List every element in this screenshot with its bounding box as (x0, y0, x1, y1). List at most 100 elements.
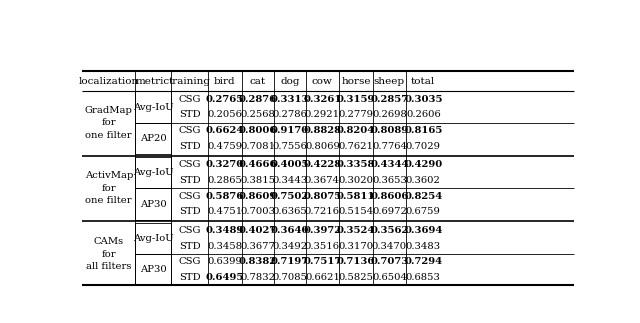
Text: horse: horse (341, 77, 371, 86)
Text: 0.4027: 0.4027 (239, 226, 277, 235)
Text: localization: localization (79, 77, 139, 86)
Text: 0.8006: 0.8006 (239, 126, 277, 135)
Text: 0.3562: 0.3562 (370, 226, 408, 235)
Text: 0.7517: 0.7517 (303, 257, 342, 266)
Text: 0.7081: 0.7081 (241, 142, 276, 151)
Bar (135, 91, 172, 123)
Text: training: training (168, 77, 211, 86)
Text: 0.2876: 0.2876 (239, 95, 277, 104)
Text: 0.3674: 0.3674 (305, 176, 340, 185)
Text: 0.4344: 0.4344 (370, 161, 408, 170)
Text: bird: bird (214, 77, 236, 86)
Text: 0.3489: 0.3489 (205, 226, 244, 235)
Text: 0.3270: 0.3270 (205, 161, 244, 170)
Text: STD: STD (179, 110, 200, 120)
Text: Avg-IoU: Avg-IoU (133, 103, 173, 112)
Text: 0.3677: 0.3677 (241, 242, 275, 251)
Text: 0.3483: 0.3483 (406, 242, 441, 251)
Text: 0.2779: 0.2779 (339, 110, 374, 120)
Text: 0.3458: 0.3458 (207, 242, 243, 251)
Text: 0.2698: 0.2698 (372, 110, 407, 120)
Text: 0.7003: 0.7003 (241, 207, 276, 216)
Text: STD: STD (179, 273, 200, 282)
Text: STD: STD (179, 242, 200, 251)
Text: 0.2786: 0.2786 (273, 110, 307, 120)
Bar (135, 157, 172, 189)
Text: 0.6853: 0.6853 (406, 273, 441, 282)
Text: 0.8254: 0.8254 (404, 192, 442, 201)
Text: 0.2765: 0.2765 (205, 95, 244, 104)
Text: 0.3470: 0.3470 (372, 242, 407, 251)
Text: CSG: CSG (179, 226, 201, 235)
Text: 0.7085: 0.7085 (273, 273, 307, 282)
Text: 0.4666: 0.4666 (239, 161, 277, 170)
Text: CSG: CSG (179, 192, 201, 201)
Text: ActivMap
for
one filter: ActivMap for one filter (84, 172, 133, 205)
Text: 0.4005: 0.4005 (271, 161, 309, 170)
Text: STD: STD (179, 207, 200, 216)
Text: 0.8606: 0.8606 (370, 192, 408, 201)
Text: 0.7502: 0.7502 (271, 192, 309, 201)
Text: 0.7073: 0.7073 (371, 257, 408, 266)
Text: 0.3602: 0.3602 (406, 176, 441, 185)
Text: cow: cow (312, 77, 333, 86)
Text: 0.2568: 0.2568 (241, 110, 275, 120)
Text: 0.3694: 0.3694 (404, 226, 442, 235)
Text: 0.7556: 0.7556 (273, 142, 307, 151)
Text: 0.7621: 0.7621 (339, 142, 374, 151)
Text: CSG: CSG (179, 126, 201, 135)
Text: 0.4228: 0.4228 (303, 161, 341, 170)
Text: 0.5154: 0.5154 (339, 207, 374, 216)
Text: 0.3653: 0.3653 (372, 176, 407, 185)
Text: AP20: AP20 (140, 134, 166, 143)
Bar (135, 189, 172, 220)
Text: 0.8089: 0.8089 (371, 126, 408, 135)
Text: 0.3492: 0.3492 (273, 242, 307, 251)
Text: 0.8828: 0.8828 (303, 126, 341, 135)
Text: Avg-IoU: Avg-IoU (133, 234, 173, 243)
Text: 0.2921: 0.2921 (305, 110, 340, 120)
Text: 0.7764: 0.7764 (372, 142, 407, 151)
Text: 0.4290: 0.4290 (404, 161, 442, 170)
Text: 0.6972: 0.6972 (372, 207, 407, 216)
Text: 0.3261: 0.3261 (303, 95, 342, 104)
Text: AP30: AP30 (140, 265, 166, 274)
Text: 0.7294: 0.7294 (404, 257, 442, 266)
Text: 0.6621: 0.6621 (305, 273, 340, 282)
Text: 0.3516: 0.3516 (305, 242, 340, 251)
Bar (135, 123, 172, 154)
Text: CSG: CSG (179, 95, 201, 104)
Text: 0.7216: 0.7216 (305, 207, 340, 216)
Text: 0.8165: 0.8165 (404, 126, 442, 135)
Text: 0.4759: 0.4759 (207, 142, 243, 151)
Text: 0.8382: 0.8382 (239, 257, 277, 266)
Text: GradMap
for
one filter: GradMap for one filter (85, 106, 132, 140)
Text: 0.8204: 0.8204 (337, 126, 375, 135)
Text: STD: STD (179, 176, 200, 185)
Text: 0.7197: 0.7197 (271, 257, 309, 266)
Text: 0.8069: 0.8069 (305, 142, 340, 151)
Text: 0.8075: 0.8075 (303, 192, 342, 201)
Text: 0.6399: 0.6399 (207, 257, 243, 266)
Text: 0.7029: 0.7029 (406, 142, 441, 151)
Text: 0.6759: 0.6759 (406, 207, 441, 216)
Text: 0.9170: 0.9170 (271, 126, 309, 135)
Text: 0.3972: 0.3972 (303, 226, 341, 235)
Text: CAMs
for
all filters: CAMs for all filters (86, 237, 131, 271)
Text: 0.5825: 0.5825 (339, 273, 374, 282)
Text: 0.6624: 0.6624 (205, 126, 244, 135)
Text: 0.6495: 0.6495 (205, 273, 244, 282)
Text: sheep: sheep (374, 77, 405, 86)
Text: 0.3524: 0.3524 (337, 226, 375, 235)
Text: metric: metric (136, 77, 170, 86)
Text: AP30: AP30 (140, 200, 166, 209)
Text: 0.5876: 0.5876 (205, 192, 244, 201)
Text: 0.4751: 0.4751 (207, 207, 243, 216)
Text: 0.3358: 0.3358 (337, 161, 375, 170)
Text: 0.3159: 0.3159 (337, 95, 375, 104)
Text: 0.3170: 0.3170 (339, 242, 374, 251)
Text: CSG: CSG (179, 161, 201, 170)
Bar (135, 223, 172, 254)
Text: 0.2056: 0.2056 (207, 110, 243, 120)
Text: 0.7136: 0.7136 (337, 257, 375, 266)
